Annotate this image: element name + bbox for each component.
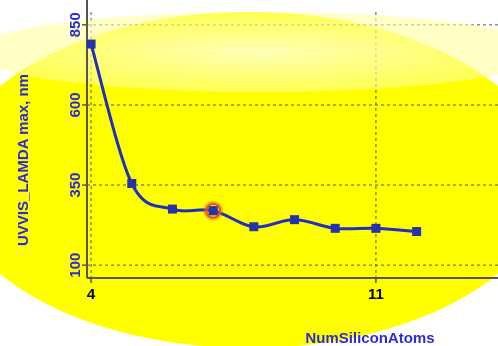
gloss-highlight: [0, 12, 498, 92]
y-tick-label: 600: [67, 92, 84, 117]
tick-labels: 100 350 600 850 4 11: [67, 12, 384, 303]
plot-background: [0, 12, 498, 346]
data-point: [208, 206, 218, 216]
data-point: [412, 227, 422, 237]
data-point: [127, 178, 137, 188]
x-axis-label: NumSiliconAtoms: [305, 330, 434, 346]
series-group: [86, 39, 422, 237]
x-tick-label: 4: [87, 286, 96, 303]
data-point: [371, 223, 381, 233]
data-point: [167, 204, 177, 214]
data-point: [86, 39, 96, 49]
y-tick-label: 350: [67, 173, 84, 198]
data-point: [290, 215, 300, 225]
highlight-ring: [205, 202, 222, 219]
x-tick-label: 11: [368, 286, 384, 303]
y-tick-label: 850: [67, 12, 84, 37]
y-tick-label: 100: [67, 253, 84, 278]
data-point: [249, 222, 259, 232]
y-axis-label: UVVIS_LAMDA max, nm: [15, 74, 32, 246]
data-point: [330, 223, 340, 233]
